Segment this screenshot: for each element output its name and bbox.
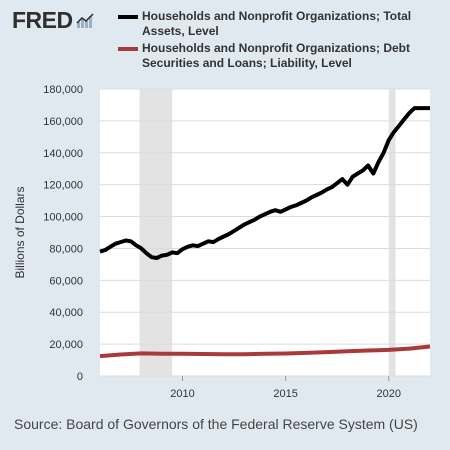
y-tick-label-20000: 20,000 (49, 339, 83, 351)
y-tick-label-160000: 160,000 (43, 116, 83, 128)
chart-legend: Households and Nonprofit Organizations; … (118, 9, 448, 73)
series-line-1[interactable] (99, 106, 430, 260)
y-tick-label-100000: 100,000 (43, 212, 83, 224)
legend-swatch-debt-liability (118, 47, 138, 51)
series-line-2[interactable] (99, 344, 431, 359)
x-tick-label-2015: 2015 (273, 388, 297, 400)
recession-shading-1 (139, 89, 173, 376)
y-tick-label-40000: 40,000 (49, 307, 83, 319)
legend-item-total-assets[interactable]: Households and Nonprofit Organizations; … (118, 9, 448, 39)
source-note: Source: Board of Governors of the Federa… (14, 416, 418, 432)
y-tick-label-120000: 120,000 (43, 180, 83, 192)
fred-logo[interactable]: FRED® (12, 9, 94, 32)
legend-item-debt-liability[interactable]: Households and Nonprofit Organizations; … (118, 41, 448, 71)
y-tick-label-140000: 140,000 (43, 148, 83, 160)
legend-label-debt-liability: Households and Nonprofit Organizations; … (142, 41, 410, 70)
fred-logo-text: FRED® (12, 7, 73, 33)
x-tick-label-2010: 2010 (170, 388, 194, 400)
chart-svg: 0 20,000 40,000 60,000 80,000 100,000 120,000 1… (13, 84, 431, 400)
y-tick-label-180000: 180,000 (43, 84, 83, 96)
y-tick-label-0: 0 (77, 371, 83, 383)
recession-shading-2 (388, 89, 396, 376)
y-axis-label: Billions of Dollars (13, 186, 27, 278)
y-tick-label-80000: 80,000 (49, 243, 83, 255)
x-tick-label-2020: 2020 (377, 388, 401, 400)
y-tick-label-60000: 60,000 (49, 275, 83, 287)
fred-graph-icon (75, 12, 94, 29)
legend-label-total-assets: Households and Nonprofit Organizations; … (142, 9, 412, 38)
legend-swatch-total-assets (118, 15, 138, 19)
